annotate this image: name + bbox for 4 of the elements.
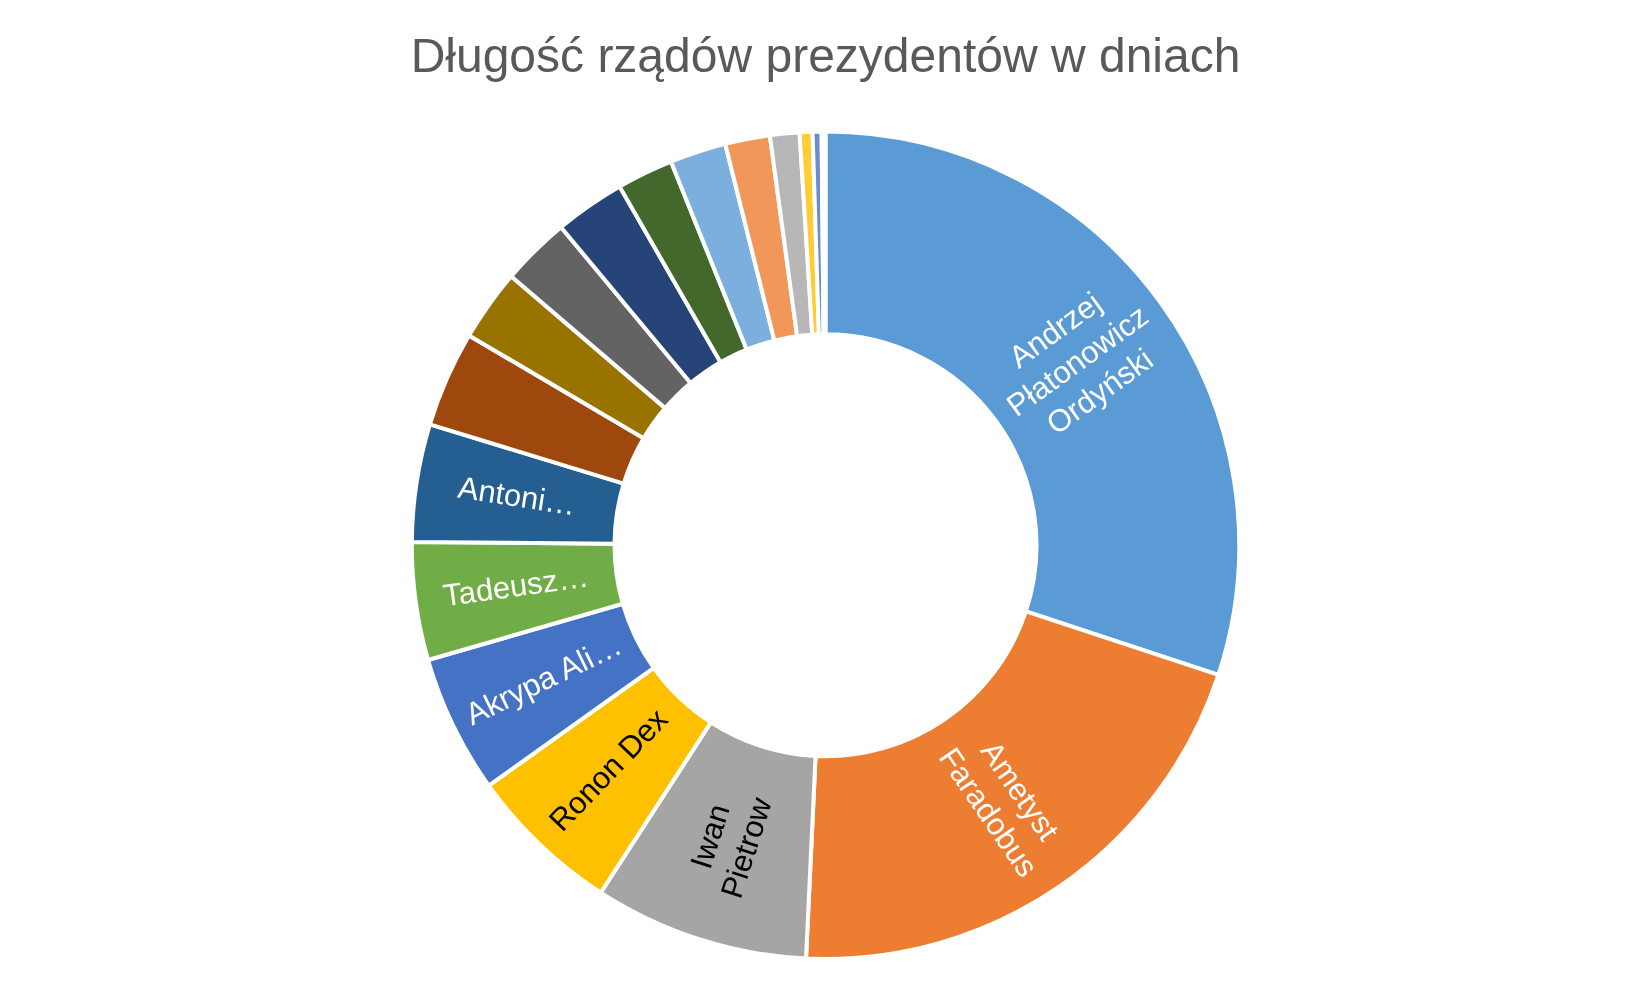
slice-label: Iwan Pietrow [683,792,779,903]
slice-label: Tadeusz… [440,558,591,614]
slice-label: Antoni… [455,469,579,523]
chart-title: Długość rządów prezydentów w dniach [410,29,1241,83]
